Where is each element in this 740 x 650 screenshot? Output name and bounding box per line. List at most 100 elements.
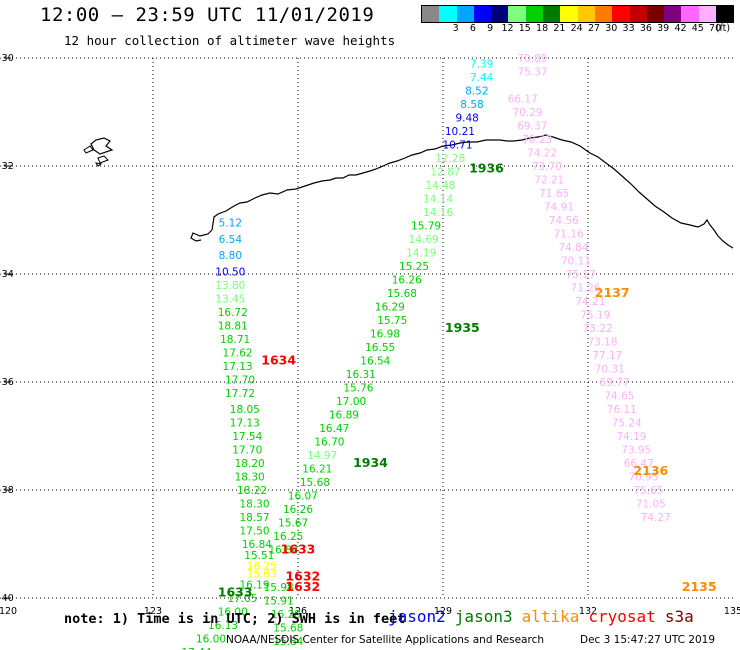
legend-swatch bbox=[473, 6, 492, 22]
island-outline bbox=[90, 137, 114, 155]
lat-tick-label: -34 bbox=[0, 269, 14, 280]
island-outline bbox=[94, 162, 103, 167]
pass-time-label: 1633 bbox=[281, 541, 316, 556]
legend-label: 33 bbox=[622, 23, 635, 34]
lon-tick-label: 120 bbox=[0, 606, 17, 617]
wave-height-value: 70.89 bbox=[517, 53, 547, 65]
wave-height-value: 15.51 bbox=[244, 550, 274, 562]
wave-height-value: 16.31 bbox=[346, 369, 376, 381]
island-outline bbox=[83, 145, 94, 154]
wave-height-value: 18.20 bbox=[235, 458, 265, 470]
wave-height-value: 15.63 bbox=[247, 569, 277, 581]
wave-height-value: 17.54 bbox=[232, 431, 262, 443]
wave-height-value: 16.84 bbox=[268, 544, 298, 556]
lon-tick-label: 129 bbox=[434, 606, 452, 617]
wave-height-value: 16.25 bbox=[273, 531, 303, 543]
legend-label: 27 bbox=[587, 23, 601, 34]
satellite-jason3: jason3 bbox=[454, 607, 513, 626]
wave-height-value: 73.70 bbox=[532, 161, 562, 173]
legend-swatch bbox=[629, 6, 647, 22]
wave-height-value: 73.95 bbox=[621, 445, 651, 457]
legend-label: 6 bbox=[469, 23, 476, 34]
pass-time-label: 1632 bbox=[285, 579, 320, 594]
wave-height-value: 70.95 bbox=[629, 472, 659, 484]
legend-swatch bbox=[422, 6, 440, 22]
wave-height-value: 16.72 bbox=[218, 307, 248, 319]
wave-height-value: 15.76 bbox=[343, 382, 373, 394]
wave-height-value: 18.22 bbox=[237, 485, 267, 497]
wave-height-value: 13.45 bbox=[215, 293, 245, 305]
legend-labels: 3 6 9 12 15 18 21 24 27 30 33 36 39 42 45 70 (ft) bbox=[421, 23, 731, 35]
wave-height-value: 18.05 bbox=[230, 404, 260, 416]
pass-time-label: 2135 bbox=[682, 579, 717, 594]
wave-height-value: 18.57 bbox=[239, 512, 269, 524]
legend-label: 70 bbox=[709, 23, 722, 34]
wave-height-value: 17.13 bbox=[223, 361, 253, 373]
legend-label: 3 bbox=[452, 23, 459, 34]
legend-label: 21 bbox=[553, 23, 566, 34]
wave-height-value: 6.54 bbox=[219, 234, 243, 246]
lon-tick-label: 132 bbox=[579, 606, 597, 617]
color-legend bbox=[421, 5, 735, 23]
wave-height-value: 73.18 bbox=[587, 337, 617, 349]
lon-tick-label: 135 bbox=[724, 606, 740, 617]
wave-height-value: 69.37 bbox=[517, 121, 547, 133]
wave-height-value: 14.69 bbox=[409, 234, 439, 246]
wave-height-value: 70.29 bbox=[513, 107, 543, 119]
legend-swatch bbox=[543, 6, 561, 22]
wave-height-value: 15.68 bbox=[387, 288, 417, 300]
satellite-s3a: s3a bbox=[664, 607, 694, 626]
wave-height-value: 18.81 bbox=[218, 320, 248, 332]
lat-tick-label: -30 bbox=[0, 53, 14, 64]
wave-height-value: 5.12 bbox=[219, 218, 242, 230]
wave-height-value: 70.23 bbox=[522, 134, 552, 146]
wave-height-value: 15.98 bbox=[264, 582, 294, 594]
wave-height-value: 15.67 bbox=[278, 517, 308, 529]
satellite-cryosat: cryosat bbox=[588, 607, 656, 626]
lat-tick-label: -32 bbox=[0, 161, 14, 172]
wave-height-value: 71.65 bbox=[539, 188, 569, 200]
pass-time-label: 1632 bbox=[285, 568, 320, 583]
wave-height-value: 16.54 bbox=[360, 355, 390, 367]
legend-label: 9 bbox=[487, 23, 494, 34]
wave-height-value: 74.27 bbox=[641, 512, 671, 524]
wave-height-value: 75.65 bbox=[633, 485, 663, 497]
legend-label: 39 bbox=[657, 23, 670, 34]
pass-time-label: 1634 bbox=[261, 352, 296, 367]
wave-height-value: 71.26 bbox=[571, 283, 601, 295]
wave-height-value: 18.30 bbox=[239, 499, 269, 511]
wave-height-value: 17.44 bbox=[181, 647, 211, 650]
legend-swatch bbox=[664, 6, 682, 22]
lon-tick-label: 123 bbox=[144, 606, 162, 617]
wave-height-value: 16.89 bbox=[329, 409, 359, 421]
map-subtitle: 12 hour collection of altimeter wave hei… bbox=[64, 33, 396, 48]
pass-time-label: 1935 bbox=[445, 320, 480, 335]
wave-height-value: 16.21 bbox=[302, 463, 332, 475]
wave-height-value: 71.05 bbox=[636, 499, 666, 511]
pass-time-label: 1936 bbox=[469, 161, 504, 176]
wave-height-value: 8.58 bbox=[460, 99, 483, 111]
wave-height-value: 75.17 bbox=[566, 269, 596, 281]
wave-height-value: 17.62 bbox=[223, 347, 253, 359]
wave-height-value: 16.19 bbox=[239, 580, 269, 592]
legend-swatch bbox=[646, 6, 665, 22]
wave-height-value: 74.56 bbox=[549, 215, 579, 227]
wave-height-value: 15.68 bbox=[300, 477, 330, 489]
footer-note: note: 1) Time is in UTC; 2) SWH is in fe… bbox=[64, 611, 406, 627]
wave-height-value: 16.25 bbox=[247, 561, 277, 573]
wave-height-value: 17.72 bbox=[225, 388, 255, 400]
wave-height-value: 74.21 bbox=[575, 296, 605, 308]
wave-height-value: 75.37 bbox=[517, 67, 547, 79]
legend-swatch bbox=[525, 6, 544, 22]
wave-height-value: 15.25 bbox=[399, 261, 429, 273]
coastline bbox=[190, 229, 213, 242]
wave-height-value: 14.97 bbox=[307, 450, 337, 462]
wave-height-value: 16.00 bbox=[196, 634, 226, 646]
wave-height-value: 17.05 bbox=[227, 593, 257, 605]
wave-height-value: 17.70 bbox=[225, 374, 255, 386]
wave-height-value: 16.26 bbox=[392, 274, 422, 286]
wave-height-value: 12.87 bbox=[430, 166, 460, 178]
wave-height-value: 16.47 bbox=[319, 423, 349, 435]
wave-height-value: 14.48 bbox=[426, 180, 456, 192]
wave-height-value: 16.29 bbox=[375, 301, 405, 313]
